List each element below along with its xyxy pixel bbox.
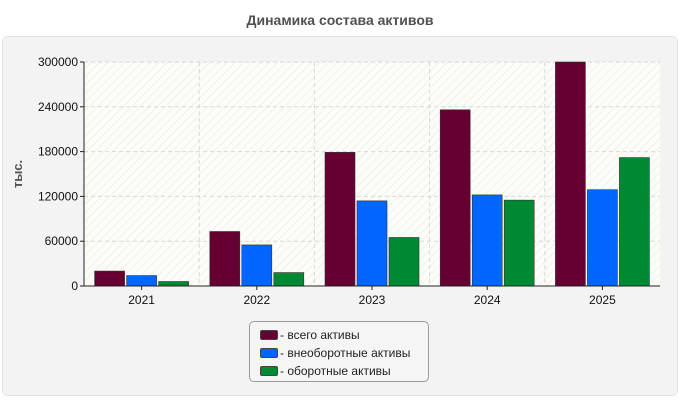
bar-3-2023 xyxy=(388,237,420,287)
y-tick-label: 120000 xyxy=(38,189,78,203)
legend-swatch xyxy=(260,348,278,358)
y-tick-label: 240000 xyxy=(38,100,78,114)
bar-2-2022 xyxy=(241,244,273,287)
bar-1-2024 xyxy=(439,109,471,287)
bars-layer xyxy=(94,61,650,287)
legend: - всего активы - внеоборотные активы - обо… xyxy=(249,321,429,382)
legend-item-1: - всего активы xyxy=(260,326,428,344)
legend-label: - всего активы xyxy=(280,328,360,342)
legend-label: - внеоборотные активы xyxy=(280,346,411,360)
bar-2-2023 xyxy=(356,200,388,287)
x-tick-label: 2025 xyxy=(589,293,616,307)
bar-1-2025 xyxy=(555,61,586,287)
y-axis-ticks: 0 60000 120000 180000 240000 300000 xyxy=(38,55,84,293)
x-tick-label: 2021 xyxy=(128,293,155,307)
x-tick-label: 2024 xyxy=(474,293,501,307)
chart-title: Динамика состава активов xyxy=(246,12,434,28)
bar-1-2022 xyxy=(209,231,241,287)
legend-label: - оборотные активы xyxy=(280,364,391,378)
legend-item-3: - оборотные активы xyxy=(260,362,428,380)
bar-2-2025 xyxy=(587,189,618,287)
x-tick-label: 2023 xyxy=(359,293,386,307)
y-axis-label: тыс. xyxy=(10,160,25,188)
y-tick-label: 300000 xyxy=(38,55,78,69)
bar-2-2021 xyxy=(126,275,157,287)
y-tick-label: 180000 xyxy=(38,145,78,159)
x-axis-ticks: 2021 2022 2023 2024 2025 xyxy=(128,286,616,307)
legend-swatch xyxy=(260,366,278,376)
legend-item-2: - внеоборотные активы xyxy=(260,344,428,362)
bar-2-2024 xyxy=(471,194,503,287)
y-tick-label: 0 xyxy=(71,279,78,293)
bar-3-2024 xyxy=(503,199,535,287)
bar-1-2023 xyxy=(324,152,356,287)
bar-3-2025 xyxy=(619,157,650,287)
bar-3-2021 xyxy=(158,281,189,287)
bar-3-2022 xyxy=(273,272,305,287)
x-tick-label: 2022 xyxy=(243,293,270,307)
y-tick-label: 60000 xyxy=(45,234,79,248)
bar-1-2021 xyxy=(94,270,125,287)
legend-swatch xyxy=(260,330,278,340)
